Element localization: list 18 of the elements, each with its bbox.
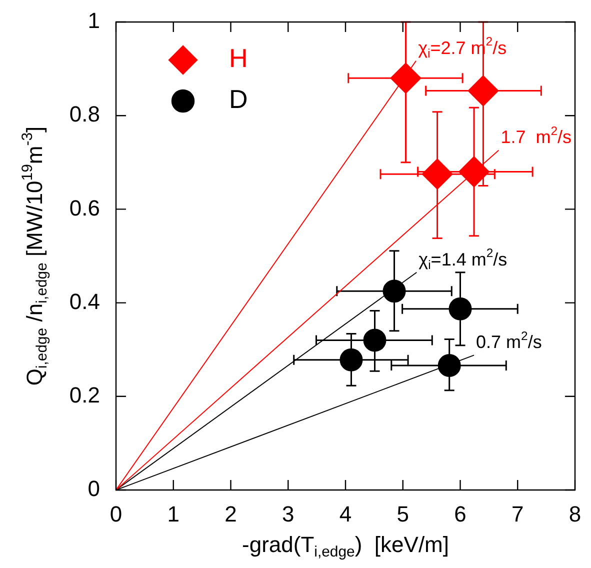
y-tick-label: 0.8	[69, 102, 100, 127]
y-tick-label: 0.6	[69, 195, 100, 220]
y-tick-label: 0.2	[69, 382, 100, 408]
x-tick-label: 7	[512, 501, 524, 526]
y-tick-label: 1	[88, 8, 100, 34]
x-tick-label: 5	[396, 501, 409, 526]
x-tick-label: 1	[167, 501, 180, 526]
text: Qi,edge /ni,edge [MW/1019m-3]	[18, 126, 51, 386]
x-tick-label: 0	[110, 501, 122, 526]
x-tick-label: 3	[282, 501, 294, 526]
y-tick-label: 0.4	[69, 288, 100, 314]
x-tick-label: 2	[224, 501, 237, 526]
legend-label: D	[229, 84, 248, 114]
legend-label: H	[229, 43, 248, 74]
y-tick-label: 0	[88, 476, 100, 502]
x-tick-label: 4	[339, 501, 352, 526]
x-tick-label: 8	[568, 501, 582, 526]
x-tick-label: 6	[454, 501, 466, 526]
